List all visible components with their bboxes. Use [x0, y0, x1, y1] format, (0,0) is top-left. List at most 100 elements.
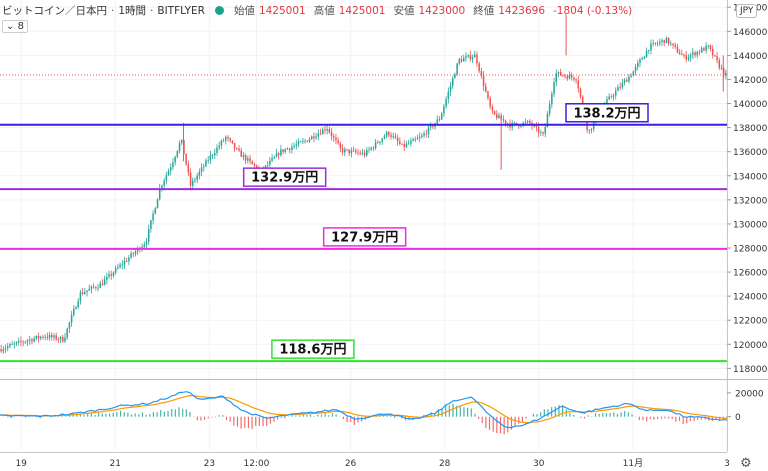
candle-body: [438, 119, 441, 121]
candle-body: [641, 58, 643, 60]
candle-body: [394, 136, 397, 138]
currency-label[interactable]: JPY: [736, 4, 758, 18]
open-label: 始値: [233, 5, 255, 17]
candle-body: [581, 96, 584, 107]
candle-body: [555, 73, 558, 83]
candle-body: [714, 55, 716, 57]
candle-body: [445, 99, 447, 107]
price-axis-background: [727, 0, 768, 471]
candle-body: [280, 149, 282, 156]
candle-body: [172, 162, 174, 168]
candle-body: [498, 115, 500, 118]
candle-body: [143, 244, 146, 247]
price-tick-label: 1380000: [733, 124, 768, 134]
level-annotation-label: 132.9万円: [251, 171, 318, 186]
level-annotation-box: [242, 167, 327, 187]
candle-body: [163, 180, 165, 186]
candle-body: [663, 40, 665, 43]
candle-body: [88, 288, 90, 291]
candle-body: [412, 139, 414, 141]
candle-body: [66, 328, 68, 338]
candle-body: [487, 91, 489, 99]
candle-body: [79, 292, 82, 302]
candle-body: [121, 264, 124, 266]
candle-body: [154, 208, 157, 214]
candle-body: [324, 129, 326, 131]
candle-body: [590, 128, 593, 130]
candle-body: [425, 133, 428, 135]
candle-body: [326, 129, 328, 131]
candle-body: [68, 322, 71, 329]
candle-body: [542, 132, 544, 134]
symbol-name[interactable]: ビットコイン／日本円: [2, 5, 107, 17]
candle-body: [648, 50, 650, 52]
candle-body: [625, 80, 628, 82]
candle-body: [236, 148, 238, 150]
candle-body: [220, 140, 223, 146]
price-tick-label: 1320000: [733, 196, 768, 206]
candle-body: [207, 160, 209, 162]
candle-body: [240, 150, 243, 157]
candle-body: [277, 153, 280, 156]
candle-body: [429, 125, 432, 128]
candle-body: [86, 290, 88, 293]
candle-body: [621, 82, 624, 88]
time-tick-label: 12:00: [243, 459, 269, 469]
candle-body: [484, 86, 487, 92]
candle-body: [328, 129, 331, 133]
candle-body: [493, 111, 496, 115]
candle-body: [229, 138, 231, 141]
price-tick-label: 1200000: [733, 341, 768, 351]
candle-body: [687, 57, 690, 60]
change-value: -1804 (-0.13%): [553, 4, 633, 17]
candle-body: [99, 283, 102, 288]
candle-body: [460, 59, 463, 62]
candle-body: [134, 251, 137, 254]
macd-panel: [0, 391, 728, 435]
candle-body: [95, 287, 97, 289]
candle-body: [53, 335, 55, 338]
candle-body: [670, 43, 672, 45]
candle-body: [716, 56, 718, 61]
candle-body: [524, 122, 527, 124]
level-annotation-box: [271, 339, 355, 359]
close-label: 終値: [473, 5, 495, 17]
candle-body: [407, 143, 410, 145]
candle-body: [251, 161, 254, 164]
candle-body: [630, 75, 632, 77]
candle-body: [634, 66, 637, 72]
candle-body: [225, 136, 227, 141]
candle-body: [396, 137, 399, 142]
candle-body: [449, 85, 452, 92]
collapse-indicators-button[interactable]: ⌄ 8: [2, 20, 28, 33]
time-tick-label: 28: [439, 459, 451, 469]
candle-body: [559, 72, 562, 76]
price-tick-label: 1280000: [733, 244, 768, 254]
candle-body: [200, 167, 203, 172]
candle-body: [130, 253, 132, 258]
candle-body: [383, 136, 386, 139]
candle-body: [59, 337, 62, 340]
candle-body: [617, 87, 619, 91]
candle-body: [570, 75, 573, 78]
candle-body: [77, 301, 79, 308]
gear-icon[interactable]: ⚙: [740, 456, 752, 471]
price-tick-label: 1260000: [733, 269, 768, 279]
candle-body: [348, 149, 350, 154]
candle-body: [379, 141, 381, 143]
interval-label[interactable]: 1時間: [118, 5, 147, 17]
candle-body: [238, 148, 240, 151]
candle-body: [612, 95, 615, 97]
candle-body: [286, 148, 289, 150]
candle-body: [685, 55, 688, 60]
candle-body: [418, 136, 421, 139]
candle-body: [363, 152, 366, 156]
candle-body: [103, 279, 106, 285]
candle-body: [381, 138, 383, 142]
candle-body: [357, 152, 359, 154]
candle-body: [222, 140, 225, 142]
candle-body: [44, 336, 46, 338]
candle-body: [335, 137, 337, 141]
macd-line: [0, 391, 728, 429]
